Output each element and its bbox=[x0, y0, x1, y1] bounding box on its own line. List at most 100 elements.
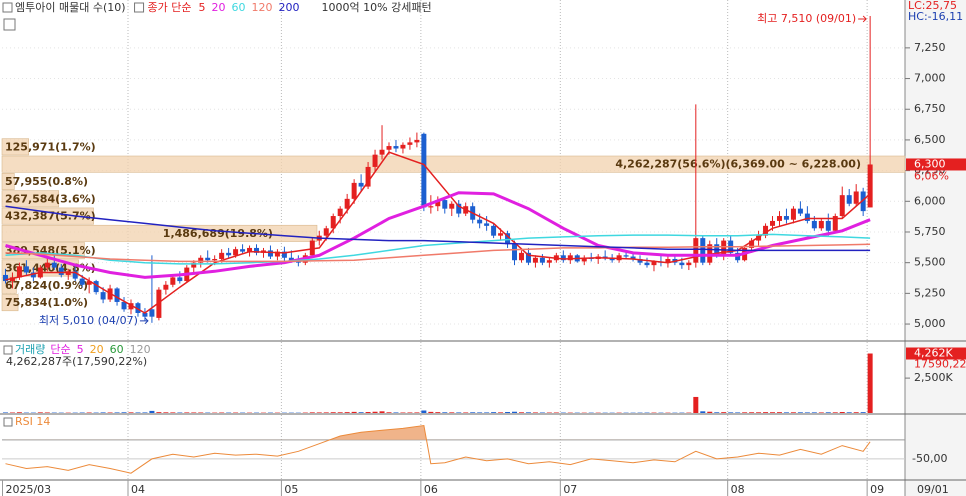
candle-body bbox=[79, 278, 85, 285]
volume-bar bbox=[518, 412, 524, 413]
candle-body bbox=[414, 139, 420, 143]
volume-bar bbox=[442, 412, 448, 413]
candle-body bbox=[205, 257, 211, 261]
candle-body bbox=[233, 249, 239, 256]
volume-bar bbox=[846, 412, 852, 413]
legend-entry: 120 bbox=[252, 1, 273, 14]
volume-bar bbox=[435, 412, 441, 413]
volume-bar bbox=[867, 353, 873, 413]
volume-profile-label: 75,834(1.0%) bbox=[5, 296, 88, 309]
candle-body bbox=[191, 262, 197, 268]
candle-body bbox=[156, 289, 162, 318]
candle-body bbox=[811, 220, 817, 229]
legend-entry: 120 bbox=[130, 343, 151, 356]
volume-bar bbox=[170, 412, 176, 413]
candle-body bbox=[267, 250, 273, 257]
candle-body bbox=[539, 257, 545, 263]
volume-profile-bar bbox=[1, 173, 15, 190]
candle-body bbox=[532, 257, 538, 263]
volume-bar bbox=[393, 412, 399, 413]
volume-bar bbox=[728, 412, 734, 413]
moving-average bbox=[5, 205, 871, 252]
volume-bar bbox=[832, 412, 838, 413]
y-tick-label: 5,500 bbox=[914, 256, 946, 269]
candle-body bbox=[693, 238, 699, 263]
legend-icon[interactable] bbox=[134, 2, 145, 13]
candle-body bbox=[365, 166, 371, 187]
candle-body bbox=[142, 312, 148, 317]
volume-bar bbox=[2, 412, 8, 413]
candle-body bbox=[867, 164, 873, 208]
volume-bar bbox=[477, 412, 483, 413]
candle-body bbox=[825, 220, 831, 231]
candle-body bbox=[623, 255, 629, 257]
candle-body bbox=[240, 249, 246, 252]
candle-body bbox=[665, 258, 671, 263]
candle-body bbox=[421, 133, 427, 208]
volume-bar bbox=[839, 412, 845, 413]
volume-bar bbox=[309, 412, 315, 413]
volume-bar bbox=[428, 411, 434, 413]
legend-entry: 60 bbox=[110, 343, 124, 356]
legend-icon[interactable] bbox=[2, 2, 13, 13]
volume-bar bbox=[414, 412, 420, 413]
legend-entry: 20 bbox=[90, 343, 104, 356]
x-tick-label: 06 bbox=[424, 483, 438, 496]
candle-body bbox=[435, 200, 441, 207]
candle-body bbox=[839, 195, 845, 217]
last-price: 6,300 bbox=[914, 157, 946, 170]
candle-body bbox=[121, 301, 127, 310]
legend-icon[interactable] bbox=[3, 345, 13, 355]
legend-icon[interactable] bbox=[3, 417, 13, 427]
candle-body bbox=[484, 223, 490, 226]
candle-body bbox=[846, 195, 852, 204]
x-tick-label: 09 bbox=[870, 483, 884, 496]
candle-body bbox=[323, 228, 329, 236]
volume-bar bbox=[128, 412, 134, 413]
volume-profile-label: 4,262,287(56.6%)(6,369.00 ~ 6,228.00) bbox=[615, 158, 861, 171]
arrow bbox=[139, 317, 149, 325]
volume-bar bbox=[756, 412, 762, 413]
candle-body bbox=[135, 303, 141, 313]
candle-body bbox=[505, 233, 511, 245]
candle-body bbox=[51, 262, 57, 268]
grid-icon[interactable] bbox=[3, 18, 16, 31]
y-tick-label: 5,250 bbox=[914, 286, 946, 299]
volume-bar bbox=[790, 412, 796, 413]
rsi-title: RSI 14 bbox=[15, 415, 50, 428]
candle-body bbox=[86, 281, 92, 285]
volume-bar bbox=[456, 412, 462, 413]
candle-body bbox=[344, 198, 350, 209]
volume-bar bbox=[191, 412, 197, 413]
volume-bar bbox=[860, 412, 866, 413]
volume-bar bbox=[386, 412, 392, 413]
volume-bar bbox=[811, 412, 817, 413]
candle-body bbox=[288, 257, 294, 261]
volume-bar bbox=[525, 412, 531, 413]
candle-body bbox=[804, 213, 810, 221]
candle-body bbox=[686, 262, 692, 266]
legend-entry: 5 bbox=[77, 343, 84, 356]
candle-body bbox=[498, 233, 504, 236]
candle-body bbox=[9, 277, 15, 282]
volume-summary: 4,262,287주(17,590,22%) bbox=[6, 355, 147, 368]
volume-bar bbox=[351, 411, 357, 413]
candle-body bbox=[749, 240, 755, 248]
candle-body bbox=[2, 274, 8, 282]
low-label: 최저 5,010 (04/07) bbox=[39, 314, 138, 327]
candle-body bbox=[226, 252, 232, 256]
volume-bar bbox=[484, 412, 490, 413]
legend-entry: 60 bbox=[232, 1, 246, 14]
moving-average bbox=[5, 191, 871, 279]
candle-body bbox=[790, 208, 796, 220]
candle-body bbox=[763, 225, 769, 236]
candle-body bbox=[254, 247, 260, 253]
volume-bar bbox=[184, 412, 190, 413]
candle-body bbox=[770, 220, 776, 226]
candle-body bbox=[756, 235, 762, 241]
y-tick-label: 5,750 bbox=[914, 225, 946, 238]
candle-body bbox=[170, 277, 176, 285]
volume-bar bbox=[797, 412, 803, 413]
